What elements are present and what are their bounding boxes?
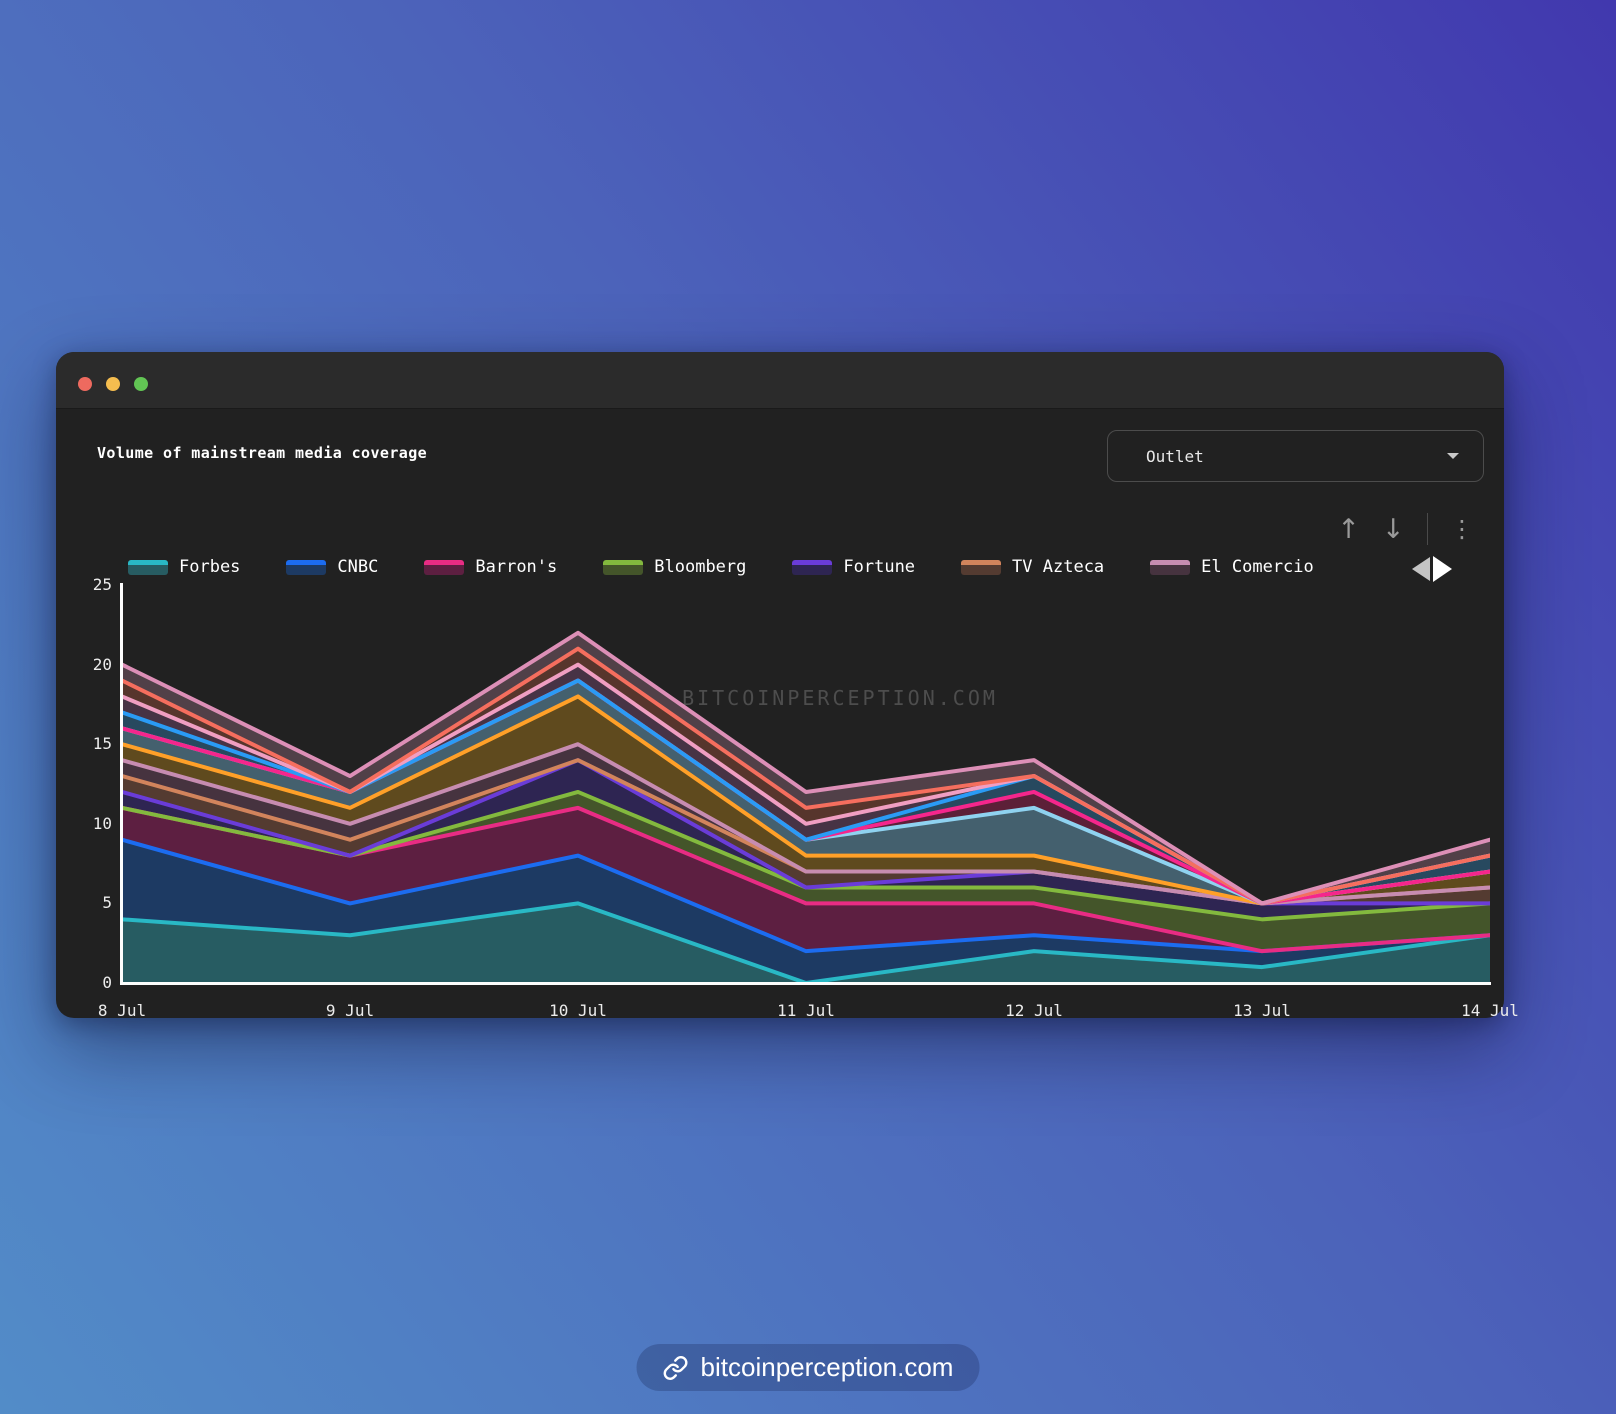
- x-tick-label: 13 Jul: [1233, 1001, 1291, 1020]
- chart-toolbar: ↑ ↓ ⋮: [1337, 510, 1474, 548]
- legend-swatch: [424, 559, 465, 575]
- toolbar-divider: [1426, 513, 1428, 545]
- y-tick-label: 5: [102, 893, 112, 913]
- stacked-area-chart: [122, 630, 1490, 983]
- title-bar: [56, 352, 1504, 409]
- site-badge[interactable]: bitcoinperception.com: [636, 1344, 980, 1391]
- x-axis-line: [120, 982, 1491, 985]
- legend-swatch: [961, 559, 1002, 575]
- legend-pager: [1412, 556, 1452, 582]
- x-tick-label: 14 Jul: [1461, 1001, 1519, 1020]
- y-tick-label: 25: [92, 575, 112, 594]
- legend-label: Fortune: [843, 557, 916, 577]
- kebab-menu-icon[interactable]: ⋮: [1450, 515, 1474, 543]
- legend-label: CNBC: [337, 557, 379, 577]
- area-band-0: [122, 903, 1490, 983]
- app-window: Volume of mainstream media coverage Outl…: [56, 352, 1519, 1020]
- legend-label: Bloomberg: [654, 557, 747, 577]
- x-tick-label: 11 Jul: [777, 1001, 835, 1020]
- close-window-button[interactable]: [78, 377, 92, 391]
- legend-item-tv-azteca[interactable]: TV Azteca: [961, 557, 1104, 577]
- legend-label: Barron's: [475, 557, 558, 577]
- legend-next-page-icon[interactable]: [1433, 556, 1452, 582]
- y-tick-label: 15: [92, 734, 112, 754]
- arrow-up-icon[interactable]: ↑: [1337, 513, 1360, 545]
- legend-swatch: [1150, 559, 1191, 575]
- legend: Forbes CNBC Barron's Bloomberg Fortune TV Azt…: [128, 557, 1384, 577]
- x-tick-label: 9 Jul: [325, 1001, 375, 1020]
- legend-item-forbes[interactable]: Forbes: [128, 557, 240, 577]
- legend-swatch: [128, 559, 168, 575]
- zoom-window-button[interactable]: [134, 377, 148, 391]
- chevron-down-icon: [1447, 453, 1459, 459]
- legend-item-cnbc[interactable]: CNBC: [286, 557, 378, 577]
- watermark: BITCOINPERCEPTION.COM: [682, 686, 998, 710]
- y-axis-line: [120, 583, 123, 984]
- area-band-5: [122, 760, 1490, 904]
- legend-label: Forbes: [179, 557, 241, 577]
- chart-title: Volume of mainstream media coverage: [97, 444, 428, 462]
- y-tick-label: 10: [92, 813, 112, 833]
- minimize-window-button[interactable]: [106, 377, 120, 391]
- outlet-dropdown[interactable]: Outlet: [1107, 430, 1484, 482]
- link-icon: [663, 1355, 688, 1380]
- y-tick-label: 20: [92, 654, 112, 674]
- traffic-lights: [78, 377, 148, 391]
- legend-prev-page-icon[interactable]: [1412, 557, 1430, 581]
- area-band-3: [122, 791, 1490, 952]
- area-band-2: [122, 807, 1490, 952]
- arrow-down-icon[interactable]: ↓: [1381, 513, 1405, 545]
- legend-swatch: [603, 559, 644, 575]
- area-band-7: [122, 696, 1490, 904]
- legend-item-bloomberg[interactable]: Bloomberg: [603, 557, 746, 577]
- legend-label: El Comercio: [1201, 557, 1314, 577]
- outlet-dropdown-value: Outlet: [1146, 446, 1204, 466]
- legend-label: TV Azteca: [1012, 557, 1105, 577]
- area-band-1: [122, 839, 1490, 983]
- legend-item-fortune[interactable]: Fortune: [792, 557, 915, 577]
- x-tick-label: 12 Jul: [1005, 1001, 1063, 1020]
- legend-item-barron-s[interactable]: Barron's: [424, 557, 557, 577]
- legend-swatch: [286, 559, 327, 575]
- x-tick-label: 8 Jul: [97, 1001, 147, 1020]
- series-line-0: [122, 901, 1490, 983]
- area-band-13: [122, 632, 1490, 904]
- legend-item-el-comercio[interactable]: El Comercio: [1150, 557, 1314, 577]
- legend-swatch: [792, 559, 833, 575]
- y-tick-label: 0: [102, 973, 112, 992]
- series-line-13: [122, 630, 1490, 906]
- site-badge-text: bitcoinperception.com: [700, 1352, 954, 1382]
- x-tick-label: 10 Jul: [549, 1001, 607, 1020]
